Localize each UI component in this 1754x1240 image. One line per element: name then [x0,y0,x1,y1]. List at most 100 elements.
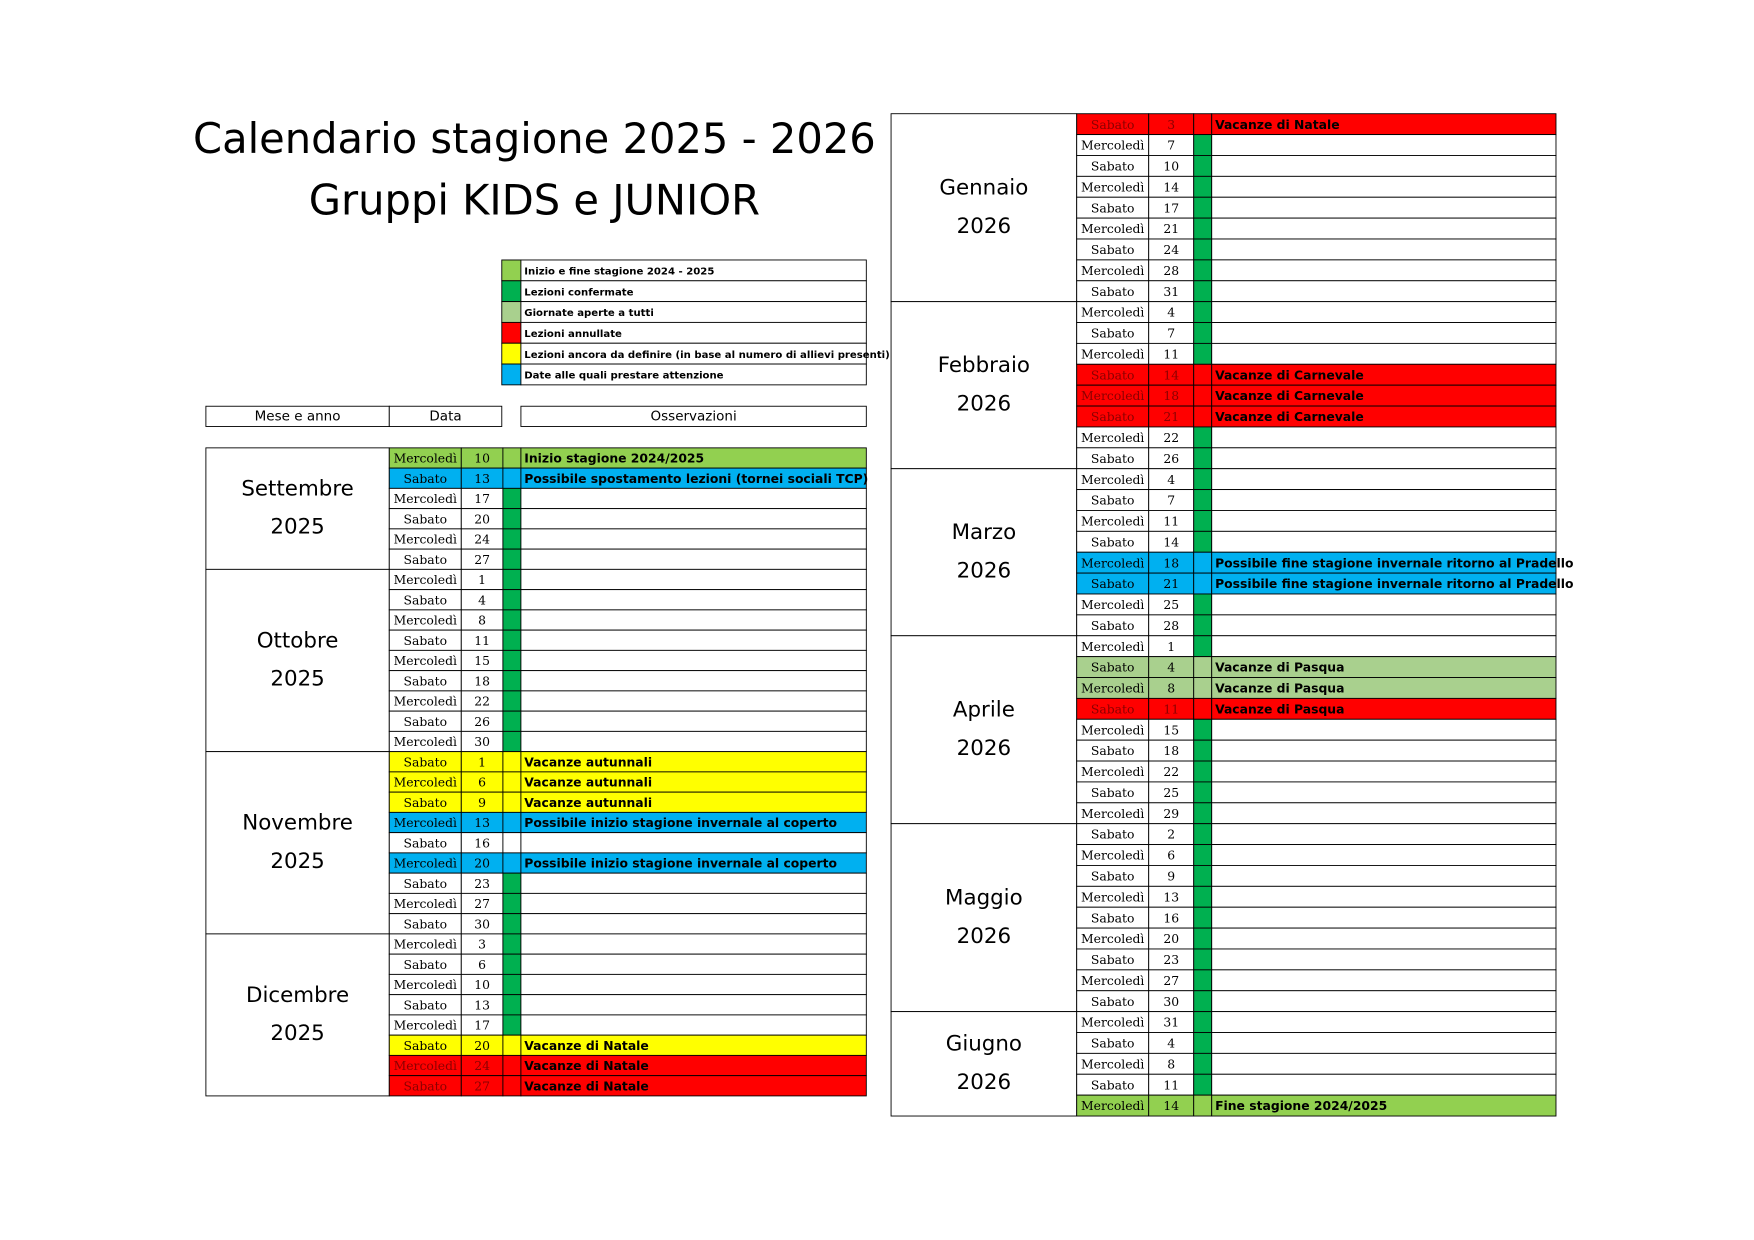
day: Mercoledì [1081,306,1144,320]
month-cell [205,447,390,570]
day: Mercoledì [394,978,457,992]
date: 21 [1163,222,1179,236]
note: Possibile fine stagione invernale ritorn… [1215,556,1573,570]
status-cell [1193,384,1213,407]
day: Mercoledì [1081,264,1144,278]
day: Sabato [1091,327,1135,341]
header-label: Osservazioni [651,408,737,424]
day: Sabato [404,674,448,688]
legend-swatch [501,259,522,282]
note-cell [1211,948,1557,971]
day: Sabato [1091,577,1135,591]
note-cell [1211,530,1557,553]
date: 31 [1163,285,1179,299]
note-cell [1211,1073,1557,1096]
status-cell [502,629,522,651]
note: Vacanze di Pasqua [1215,661,1344,675]
status-cell [1193,196,1213,219]
date: 10 [1163,160,1179,174]
date: 17 [474,1019,490,1033]
legend-label: Lezioni annullate [524,329,622,340]
note-cell [1211,990,1557,1013]
date: 24 [474,1059,490,1073]
status-cell [1193,1094,1213,1117]
status-cell [502,832,522,854]
month-name: Aprile [953,698,1015,723]
note-cell [520,1075,867,1097]
month-year: 2026 [957,214,1011,239]
date: 1 [478,755,486,769]
day: Mercoledì [394,857,457,871]
note-cell [1211,823,1557,846]
note-cell [520,670,867,692]
note-cell [1211,155,1557,177]
day: Sabato [404,796,448,810]
status-cell [1193,885,1213,908]
note-cell [1211,1094,1557,1117]
note-cell [520,487,867,510]
legend-swatch [501,280,522,303]
month-cell [890,823,1078,1013]
day: Sabato [404,998,448,1012]
note-cell [1211,927,1557,950]
note: Vacanze di Carnevale [1215,368,1364,382]
date: 30 [474,917,490,931]
day: Mercoledì [1081,598,1144,612]
note-cell [1211,426,1557,449]
status-cell [502,852,522,874]
date: 18 [474,674,490,688]
date: 15 [474,654,490,668]
day: Sabato [1091,911,1135,925]
note-cell [1211,718,1557,741]
month-name: Maggio [945,886,1023,911]
day: Mercoledì [394,533,457,547]
note-cell [1211,864,1557,887]
date: 24 [1163,243,1179,257]
date: 1 [478,573,486,587]
date: 21 [1163,577,1179,591]
date: 13 [474,998,490,1012]
status-cell [1193,823,1213,846]
status-cell [1193,468,1213,491]
note-cell [520,730,867,753]
note-cell [1211,322,1557,344]
note-cell [1211,510,1557,532]
status-cell [1193,927,1213,950]
status-cell [1193,844,1213,866]
date: 13 [1163,890,1179,904]
status-cell [1193,510,1213,532]
note: Vacanze di Natale [524,1079,649,1093]
note-cell [1211,280,1557,303]
note-cell [1211,802,1557,825]
status-cell [1193,1073,1213,1096]
day: Mercoledì [394,695,457,709]
date: 7 [1167,139,1175,153]
date: 20 [474,1039,490,1053]
day: Sabato [1091,201,1135,215]
status-cell [502,973,522,996]
day: Sabato [1091,953,1135,967]
date: 17 [1163,201,1179,215]
note-cell [1211,906,1557,929]
status-cell [502,690,522,712]
day: Mercoledì [1081,222,1144,236]
month-name: Gennaio [939,176,1028,201]
date: 22 [474,695,490,709]
note-cell [1211,614,1557,637]
status-cell [1193,134,1213,156]
note-cell [1211,1011,1557,1033]
month-year: 2025 [270,667,324,692]
note-cell [520,589,867,611]
status-cell [502,933,522,955]
date: 20 [1163,932,1179,946]
day: Mercoledì [394,452,457,466]
note-cell [1211,447,1557,470]
status-cell [502,1075,522,1097]
date: 16 [474,836,490,850]
legend-label: Inizio e fine stagione 2024 - 2025 [524,267,714,278]
date: 20 [474,857,490,871]
day: Sabato [404,1039,448,1053]
day: Sabato [1091,535,1135,549]
month-cell [890,635,1078,825]
date: 3 [478,938,486,952]
